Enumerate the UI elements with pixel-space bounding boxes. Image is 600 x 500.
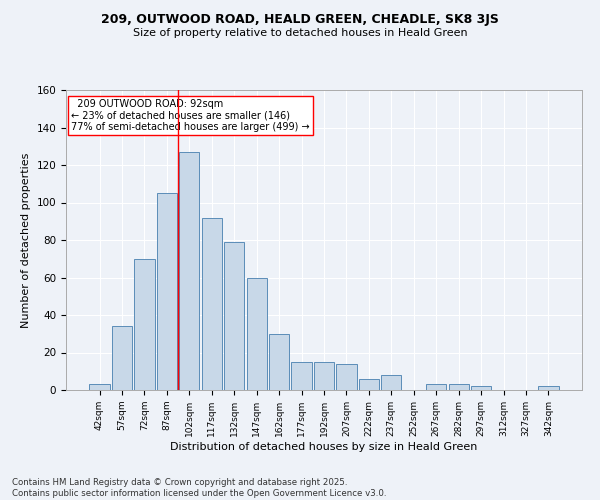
Bar: [471, 386, 491, 390]
Bar: [112, 326, 132, 390]
Bar: [359, 379, 379, 390]
Bar: [426, 384, 446, 390]
Text: Size of property relative to detached houses in Heald Green: Size of property relative to detached ho…: [133, 28, 467, 38]
Text: 209, OUTWOOD ROAD, HEALD GREEN, CHEADLE, SK8 3JS: 209, OUTWOOD ROAD, HEALD GREEN, CHEADLE,…: [101, 12, 499, 26]
Bar: [89, 384, 110, 390]
X-axis label: Distribution of detached houses by size in Heald Green: Distribution of detached houses by size …: [170, 442, 478, 452]
Bar: [337, 364, 356, 390]
Text: 209 OUTWOOD ROAD: 92sqm
← 23% of detached houses are smaller (146)
77% of semi-d: 209 OUTWOOD ROAD: 92sqm ← 23% of detache…: [71, 99, 310, 132]
Bar: [314, 362, 334, 390]
Bar: [134, 259, 155, 390]
Bar: [224, 242, 244, 390]
Text: Contains HM Land Registry data © Crown copyright and database right 2025.
Contai: Contains HM Land Registry data © Crown c…: [12, 478, 386, 498]
Bar: [538, 386, 559, 390]
Y-axis label: Number of detached properties: Number of detached properties: [21, 152, 31, 328]
Bar: [247, 278, 267, 390]
Bar: [292, 362, 311, 390]
Bar: [157, 193, 177, 390]
Bar: [269, 334, 289, 390]
Bar: [202, 218, 222, 390]
Bar: [449, 384, 469, 390]
Bar: [381, 375, 401, 390]
Bar: [179, 152, 199, 390]
